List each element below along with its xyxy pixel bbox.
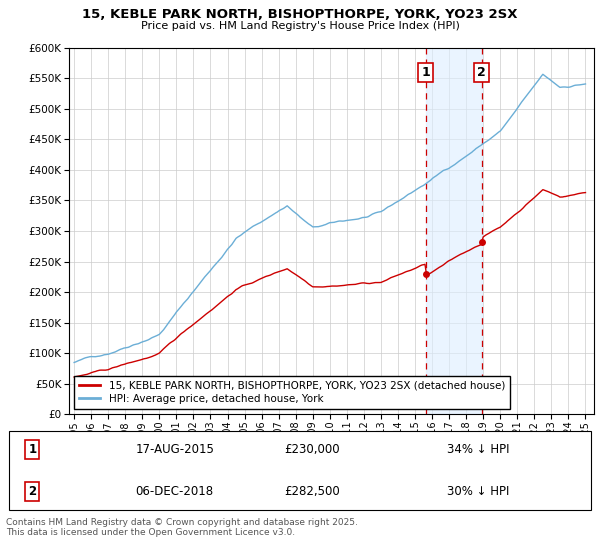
Text: Price paid vs. HM Land Registry's House Price Index (HPI): Price paid vs. HM Land Registry's House … [140,21,460,31]
Text: £282,500: £282,500 [284,485,340,498]
Text: 2: 2 [478,66,486,79]
Text: Contains HM Land Registry data © Crown copyright and database right 2025.
This d: Contains HM Land Registry data © Crown c… [6,518,358,538]
Text: 2: 2 [28,485,37,498]
Text: 1: 1 [421,66,430,79]
Text: 15, KEBLE PARK NORTH, BISHOPTHORPE, YORK, YO23 2SX: 15, KEBLE PARK NORTH, BISHOPTHORPE, YORK… [82,8,518,21]
Text: 17-AUG-2015: 17-AUG-2015 [136,443,214,456]
Text: £230,000: £230,000 [284,443,340,456]
FancyBboxPatch shape [9,431,591,510]
Text: 34% ↓ HPI: 34% ↓ HPI [447,443,509,456]
Text: 1: 1 [28,443,37,456]
Text: 06-DEC-2018: 06-DEC-2018 [136,485,214,498]
Legend: 15, KEBLE PARK NORTH, BISHOPTHORPE, YORK, YO23 2SX (detached house), HPI: Averag: 15, KEBLE PARK NORTH, BISHOPTHORPE, YORK… [74,376,510,409]
Bar [425,48,482,414]
Text: 30% ↓ HPI: 30% ↓ HPI [447,485,509,498]
